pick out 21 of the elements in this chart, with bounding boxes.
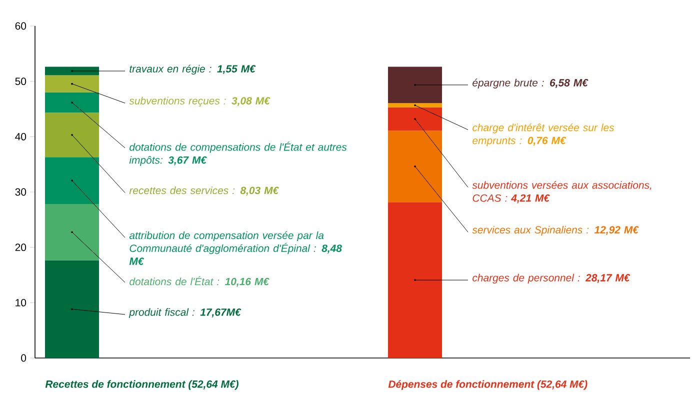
x-tick-label: Dépenses de fonctionnement (52,64 M€)	[388, 380, 588, 390]
text: charges de personnel : 28,17 M€	[472, 274, 630, 284]
y-tick-label: 50	[15, 78, 26, 86]
text: subventions versées aux associations, CCAS : 4,21 M€	[472, 180, 652, 204]
text: dotations de compensations de l'État et autres impôts: 3,67 M€	[129, 142, 347, 166]
text: services aux Spinaliens : 12,92 M€	[472, 226, 639, 236]
text: produit fiscal : 17,67M€	[128, 308, 242, 318]
text: recettes des services : 8,03 M€	[129, 186, 279, 196]
y-tick-label: 60	[15, 22, 26, 30]
text: dotations de l'État : 10,16 M€	[130, 276, 270, 287]
text: travaux en régie : 1,55 M€	[130, 64, 256, 75]
y-tick-label: 40	[15, 132, 26, 140]
y-tick-label: 30	[15, 188, 26, 196]
y-tick-label: 0	[21, 354, 26, 362]
y-tick-label: 10	[16, 298, 26, 306]
y-tick-label: 20	[15, 244, 26, 252]
text: charge d'intérêt versée sur les emprunts : 0,76 M€	[472, 123, 614, 146]
text: épargne brute : 6,58 M€	[472, 78, 588, 89]
text: subventions reçues : 3,08 M€	[129, 96, 270, 107]
text: attribution de compensation versée par la Communauté d'agglomération d'Épinal : 8,48 M€	[129, 231, 342, 265]
x-tick-label: Recettes de fonctionnement (52,64 M€)	[45, 380, 238, 390]
